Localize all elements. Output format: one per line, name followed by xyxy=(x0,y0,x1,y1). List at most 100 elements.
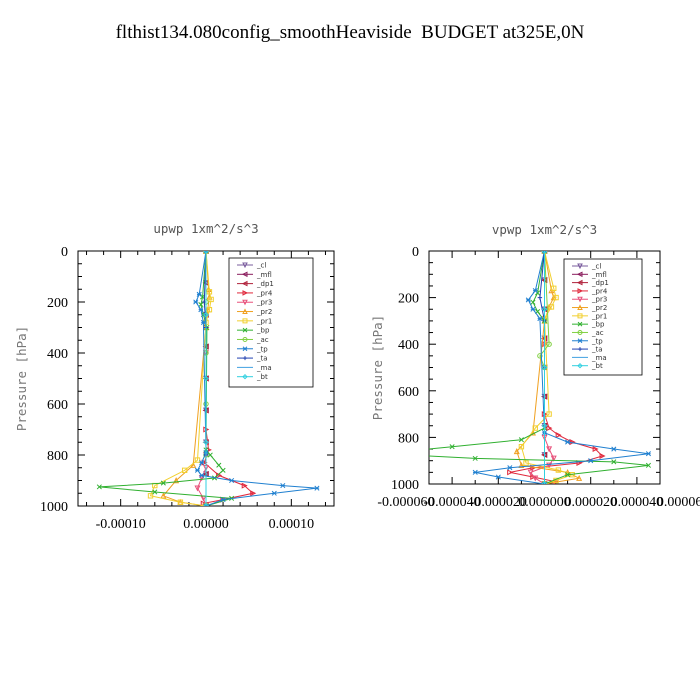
legend-marker xyxy=(242,318,248,324)
series-point_ac xyxy=(203,350,209,356)
series-point_bp xyxy=(381,452,385,456)
series-point_pr2 xyxy=(518,462,525,469)
x-tick-label: 0.00010 xyxy=(269,517,315,532)
legend-entry: _bp xyxy=(591,321,605,329)
legend-marker xyxy=(242,308,248,315)
y-tick-label: 0 xyxy=(61,245,68,260)
legend-entry: _tp xyxy=(591,337,603,345)
series-point_bt xyxy=(541,422,548,429)
legend: _cl_mfl_dp1_pr4_pr3_pr2_pr1_bp_ac_tp_ta_… xyxy=(563,258,643,376)
legend-entry: _mfl xyxy=(256,271,272,279)
series-point_bp xyxy=(216,462,222,468)
y-axis-label: Pressure [hPa] xyxy=(370,315,385,420)
series-point_bt xyxy=(203,311,209,318)
series-point_tp xyxy=(532,288,538,294)
legend-entry: _pr2 xyxy=(256,308,272,316)
y-tick-label: 0 xyxy=(412,245,419,260)
panel-2: vpwp 1xm^2/s^3 Pressure [hPa] 0 200 400 600 80… xyxy=(370,222,700,510)
series-point_pr1 xyxy=(569,471,575,478)
series-point_pr4 xyxy=(250,490,257,497)
series-point_pr2 xyxy=(173,477,180,484)
legend-entry: _pr1 xyxy=(256,317,272,325)
y-tick-label: 200 xyxy=(47,296,68,311)
series-point_tp xyxy=(203,503,209,506)
legend-marker xyxy=(576,271,583,278)
x-tick-label: -0.000020 xyxy=(470,495,527,510)
series-point_tp xyxy=(199,460,205,466)
series-point_pr3 xyxy=(194,485,201,492)
series-point_tp xyxy=(525,297,531,303)
legend-entry: _cl xyxy=(591,263,601,271)
series-point_pr1 xyxy=(147,493,154,499)
panel-title: vpwp 1xm^2/s^3 xyxy=(492,222,597,237)
legend-entry: _pr4 xyxy=(591,287,608,295)
series-point_pr2 xyxy=(513,448,520,455)
series-point_tp xyxy=(193,299,199,305)
y-tick-label: 800 xyxy=(398,431,419,446)
x-tick-label: 0.000040 xyxy=(611,495,664,510)
y-tick-label: 600 xyxy=(47,398,68,413)
y-tick-label: 600 xyxy=(398,385,419,400)
series-point_tp xyxy=(611,446,617,452)
legend-entry: _ta xyxy=(591,346,603,354)
legend-marker xyxy=(242,290,249,296)
series-point_pr2 xyxy=(190,461,197,468)
series-point_bt xyxy=(541,306,548,313)
series-point_tp xyxy=(271,490,277,496)
legend-marker xyxy=(577,338,583,344)
series-point_pr1 xyxy=(208,296,214,303)
series-point_tp xyxy=(541,481,548,484)
series-point_pr2 xyxy=(160,492,167,499)
series-point_bt xyxy=(541,481,548,484)
legend-entry: _ma xyxy=(591,354,607,362)
y-tick-label: 400 xyxy=(398,338,419,353)
series-point_pr1 xyxy=(532,425,538,431)
series-line_tp xyxy=(475,251,649,484)
series-point_bp xyxy=(449,444,455,450)
series-point_bt xyxy=(203,503,209,506)
series-point_pr4 xyxy=(599,453,606,460)
legend: _cl_mfl_dp1_pr4_pr3_pr2_pr1_bp_ac_tp_ta_… xyxy=(228,257,314,388)
series-point_tp xyxy=(220,497,226,503)
y-tick-label: 1000 xyxy=(40,500,68,515)
legend-entry: _cl xyxy=(256,262,266,270)
legend-marker xyxy=(576,279,583,286)
series-point_pr1 xyxy=(551,285,557,291)
series-line_pr2 xyxy=(162,251,210,506)
series-point_pr2 xyxy=(576,474,583,481)
series-point_pr1 xyxy=(206,306,213,313)
y-tick-label: 200 xyxy=(398,292,419,307)
legend-marker xyxy=(577,321,583,327)
x-tick-label: -0.000060 xyxy=(377,495,434,510)
legend-marker xyxy=(577,313,583,319)
series-point_bt xyxy=(203,251,209,254)
series-point_pr4 xyxy=(507,469,514,476)
series-point_pr3 xyxy=(546,462,553,469)
series-point_tp xyxy=(203,251,209,254)
series-line_pr1 xyxy=(520,251,574,484)
series-point_pr4 xyxy=(530,464,537,471)
legend-marker xyxy=(577,288,584,294)
x-tick-label: -0.000040 xyxy=(424,495,481,510)
series-point_pr1 xyxy=(206,289,213,295)
series-point_pr3 xyxy=(550,455,557,462)
series-point_pr1 xyxy=(546,411,552,417)
series-point_pr1 xyxy=(523,460,529,466)
series-point_pr4 xyxy=(555,432,562,439)
series-group xyxy=(96,251,320,506)
legend-marker xyxy=(577,329,583,335)
series-line_pr1 xyxy=(149,251,212,506)
series-group xyxy=(381,251,652,484)
legend-marker xyxy=(242,346,248,352)
series-point_bp xyxy=(207,452,213,458)
legend-marker xyxy=(241,271,248,278)
series-point_bp xyxy=(518,437,524,443)
series-point_tp xyxy=(541,251,548,254)
series-point_pr3 xyxy=(532,475,539,482)
series-point_tp xyxy=(196,291,202,297)
series-point_tp xyxy=(537,316,543,322)
series-point_bt xyxy=(541,251,548,254)
series-point_tp xyxy=(472,469,478,475)
series-point_bp xyxy=(611,459,617,465)
